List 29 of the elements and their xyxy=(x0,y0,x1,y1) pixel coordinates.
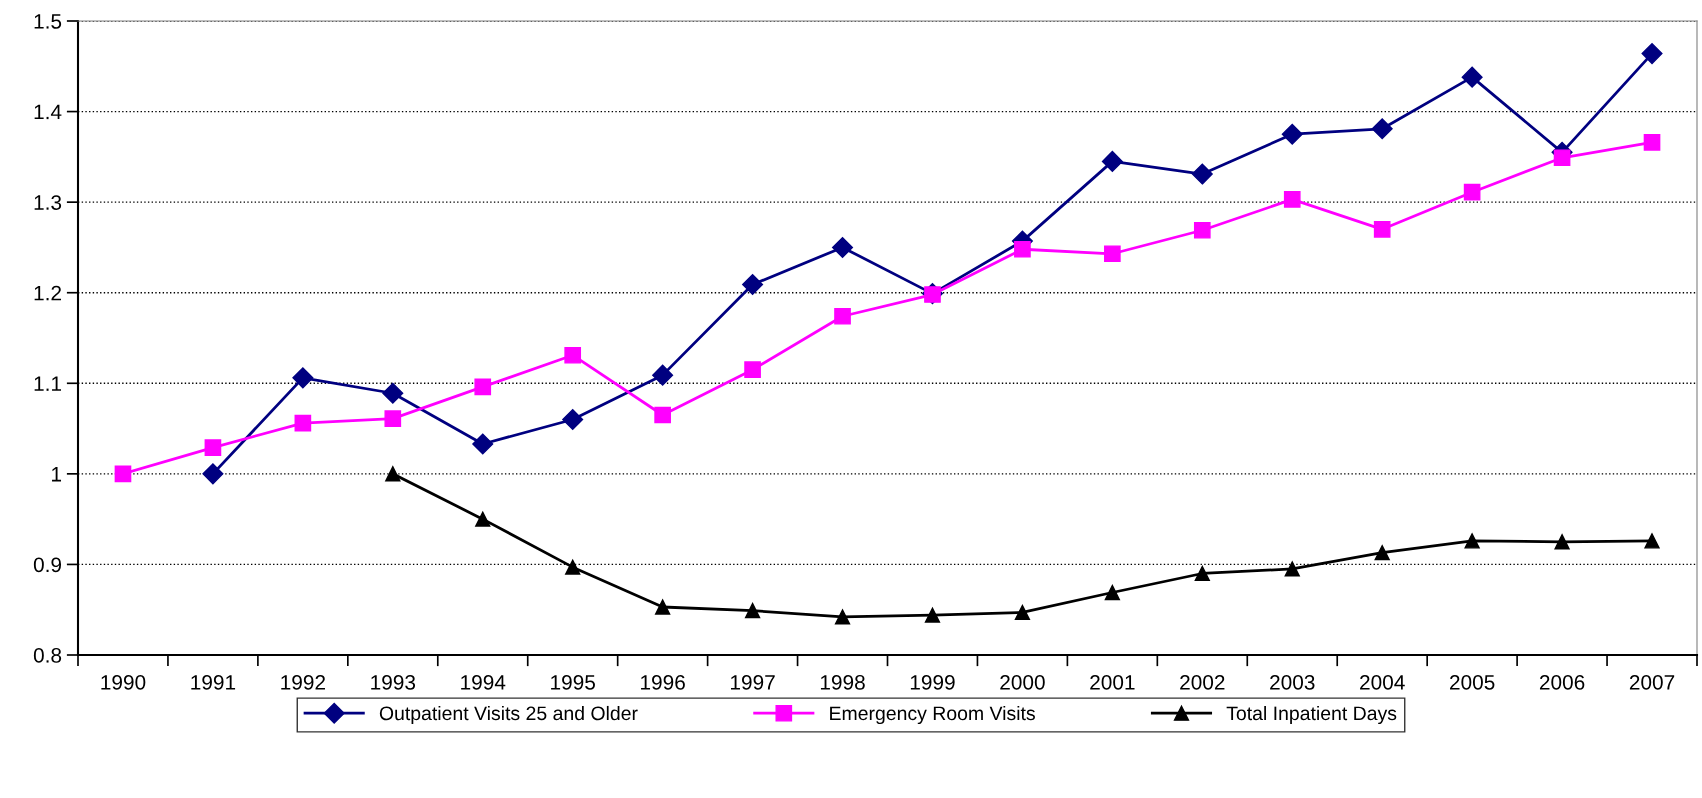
x-tick-label: 2004 xyxy=(1360,674,1405,690)
x-tick-label: 1993 xyxy=(371,674,416,690)
x-tick-label: 1997 xyxy=(731,674,775,690)
y-tick-label: 0.8 xyxy=(33,648,62,663)
x-tick-label: 1998 xyxy=(820,674,865,690)
x-tick-label: 2003 xyxy=(1270,674,1315,690)
y-tick-label: 1.1 xyxy=(34,376,62,391)
y-tick-label: 1.3 xyxy=(34,195,62,210)
y-tick-label: 1.5 xyxy=(34,14,62,29)
x-tick-label: 2002 xyxy=(1180,674,1225,690)
y-tick-label: 1.4 xyxy=(34,104,62,120)
x-tick-label: 1994 xyxy=(461,674,506,690)
x-tick-label: 1990 xyxy=(101,674,146,690)
legend-label: Outpatient Visits 25 and Older xyxy=(379,705,638,725)
x-tick-label: 1995 xyxy=(551,674,595,690)
x-tick-label: 1991 xyxy=(191,674,236,690)
x-tick-label: 2005 xyxy=(1450,674,1495,690)
legend-label: Total Inpatient Days xyxy=(1226,705,1397,725)
y-tick-label: 1.2 xyxy=(34,285,61,301)
x-tick-label: 1996 xyxy=(641,674,685,690)
y-tick-label: 0.9 xyxy=(33,557,62,573)
x-tick-label: 2007 xyxy=(1629,674,1675,690)
y-tick-label: 1 xyxy=(52,467,62,482)
x-tick-label: 2006 xyxy=(1539,674,1585,690)
x-tick-label: 2001 xyxy=(1090,674,1135,690)
x-tick-label: 1999 xyxy=(910,674,955,690)
x-tick-label: 1992 xyxy=(281,674,325,690)
legend-label: Emergency Room Visits xyxy=(830,705,1035,725)
x-tick-label: 2000 xyxy=(1000,674,1045,690)
